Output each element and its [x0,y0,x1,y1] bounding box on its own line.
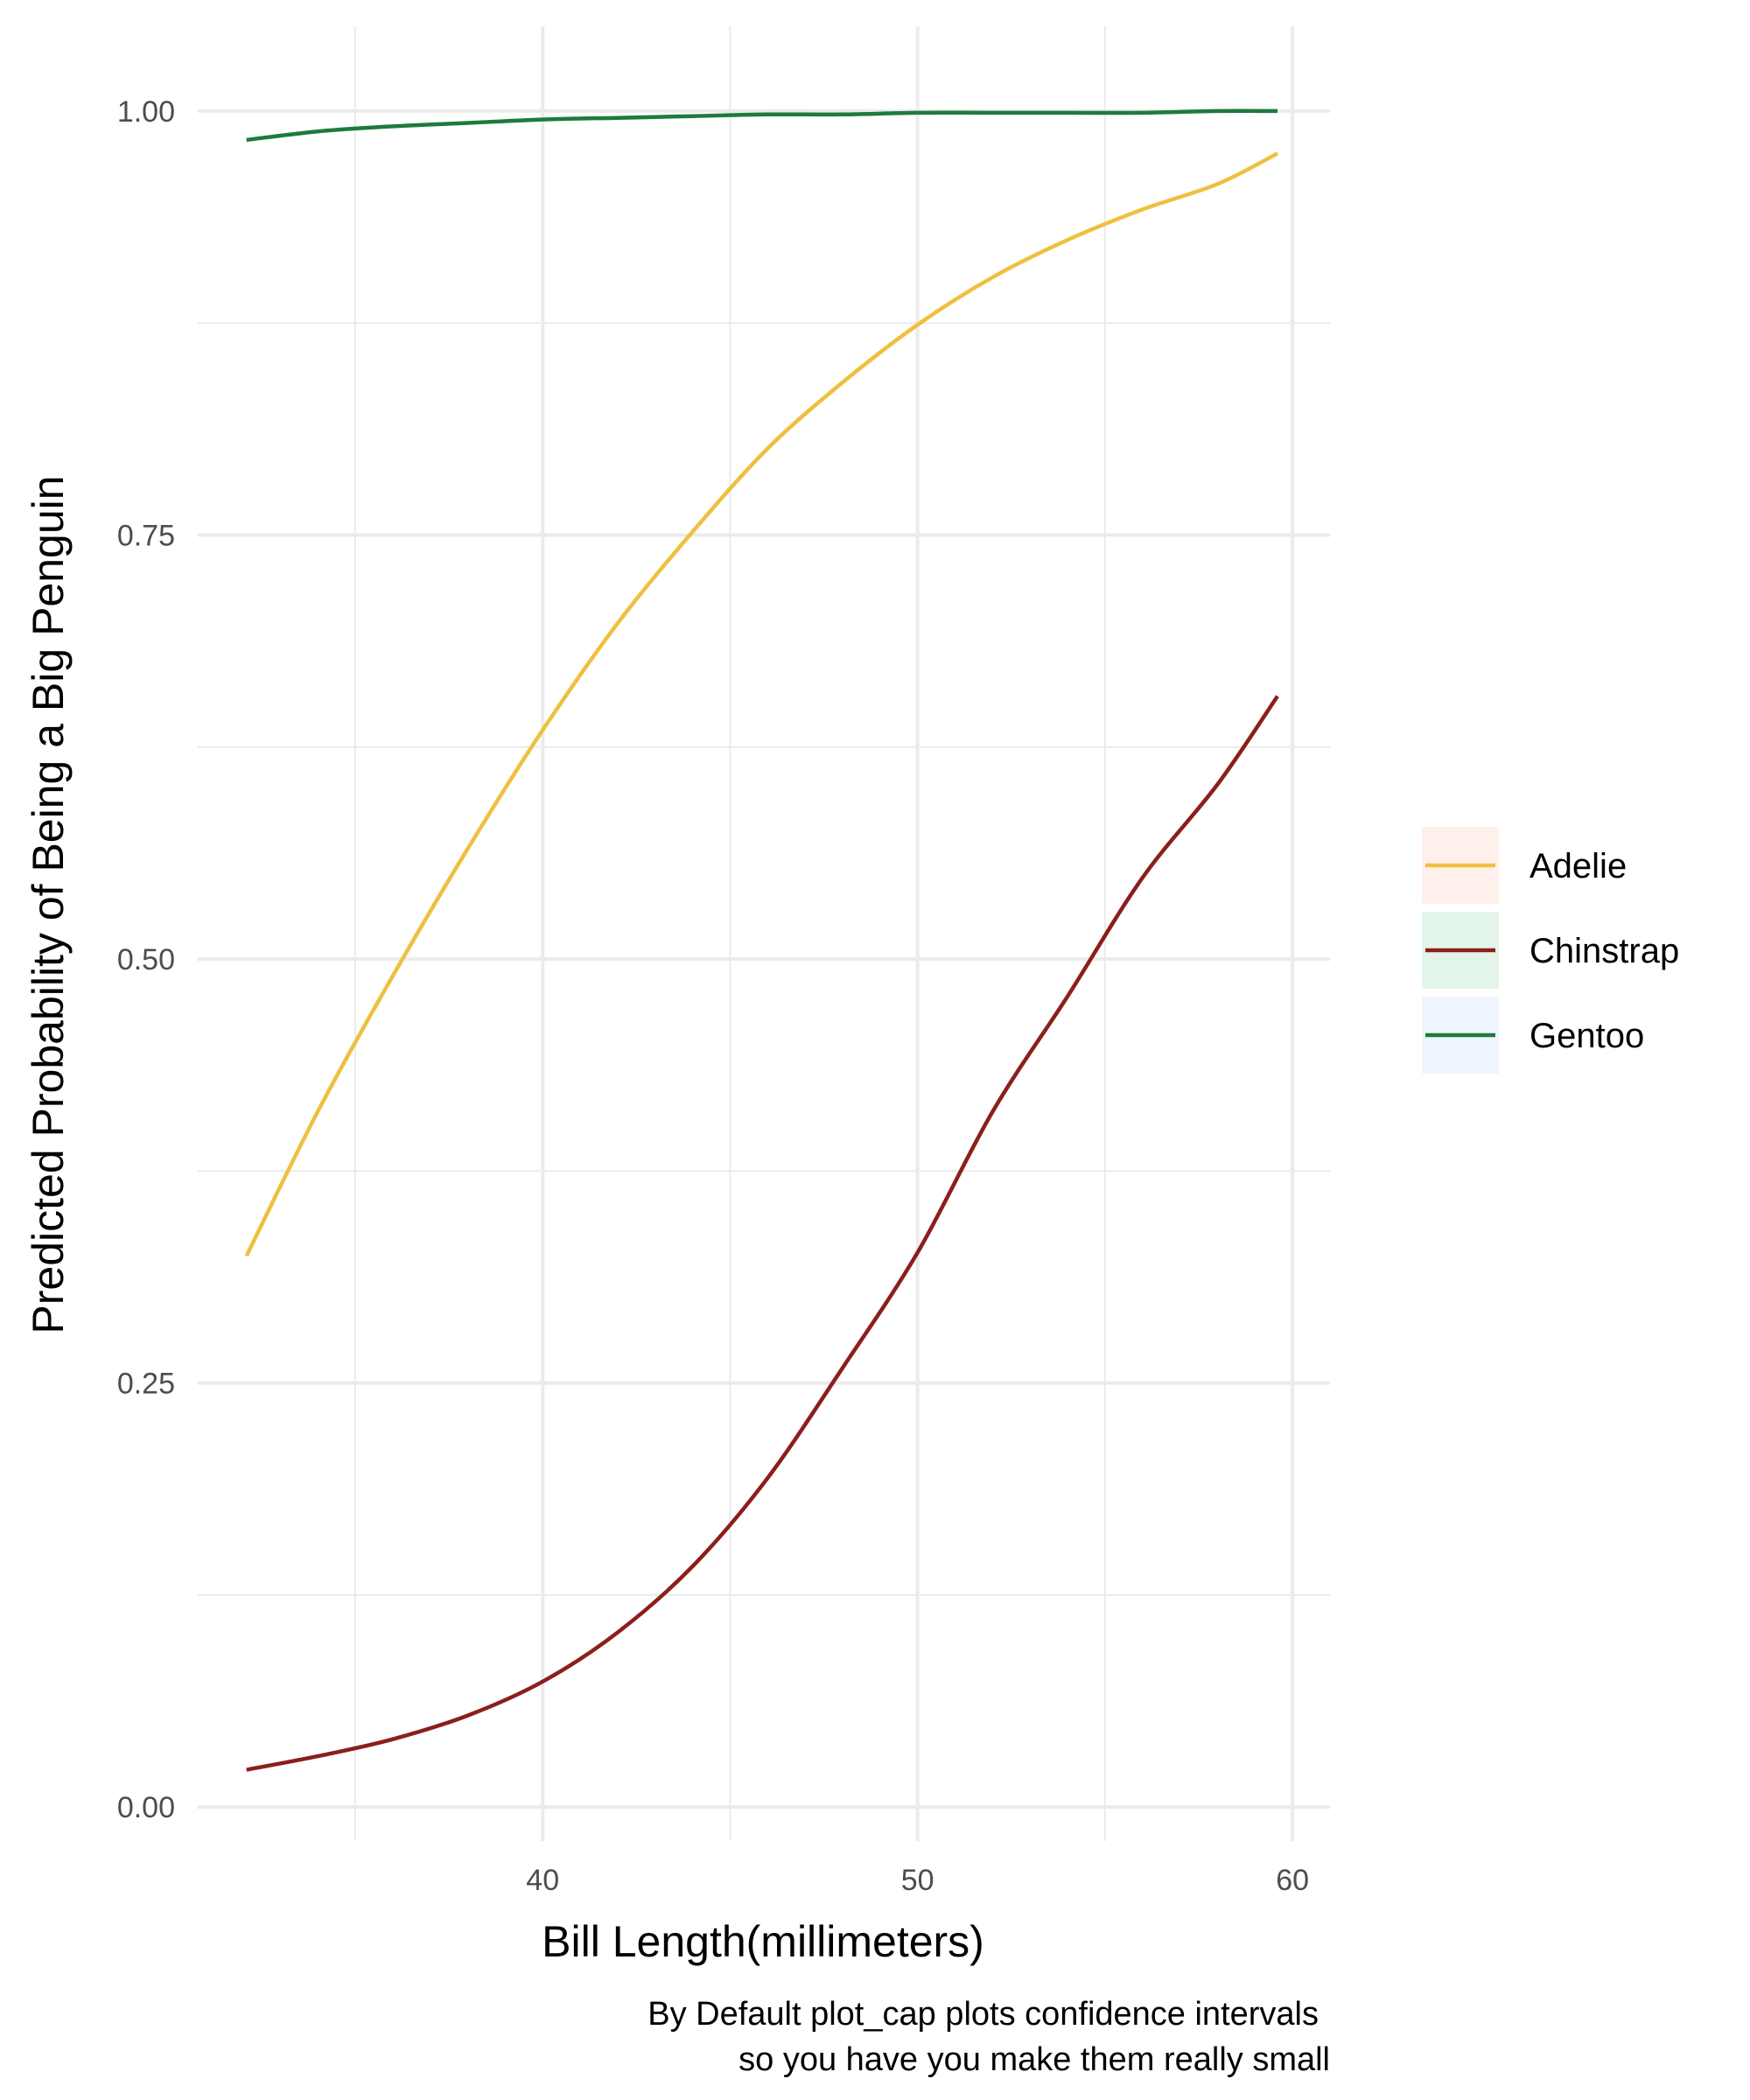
y-axis-title: Predicted Probability of Being a Big Pen… [24,475,73,1334]
legend-item-adelie: Adelie [1422,827,1627,904]
series-line-adelie [244,151,1279,1257]
x-tick-label: 40 [526,1864,559,1897]
legend-item-gentoo: Gentoo [1422,997,1644,1074]
x-tick-label: 60 [1276,1864,1309,1897]
caption-line-2: so you have you make them really small [738,2041,1330,2078]
y-axis-tick-labels: 0.00 0.25 0.50 0.75 1.00 [117,95,175,1824]
series-line-gentoo [246,108,1278,143]
legend-label-chinstrap: Chinstrap [1530,932,1679,970]
y-tick-label: 0.75 [117,519,175,552]
major-gridlines [198,26,1330,1841]
caption-line-1: By Default plot_cap plots confidence int… [648,1996,1319,2033]
series-line-chinstrap [246,695,1279,1772]
x-axis-tick-labels: 40 50 60 [526,1864,1309,1897]
legend-label-adelie: Adelie [1530,847,1627,886]
y-tick-label: 1.00 [117,95,175,129]
y-tick-label: 0.50 [117,943,175,976]
series-lines [244,108,1279,1772]
y-tick-label: 0.00 [117,1791,175,1824]
x-tick-label: 50 [901,1864,934,1897]
legend-label-gentoo: Gentoo [1530,1017,1644,1055]
legend-item-chinstrap: Chinstrap [1422,912,1679,989]
minor-gridlines [198,26,1330,1841]
legend: Adelie Chinstrap Gentoo [1422,827,1679,1074]
y-tick-label: 0.25 [117,1368,175,1401]
x-axis-title: Bill Length(millimeters) [542,1917,984,1966]
